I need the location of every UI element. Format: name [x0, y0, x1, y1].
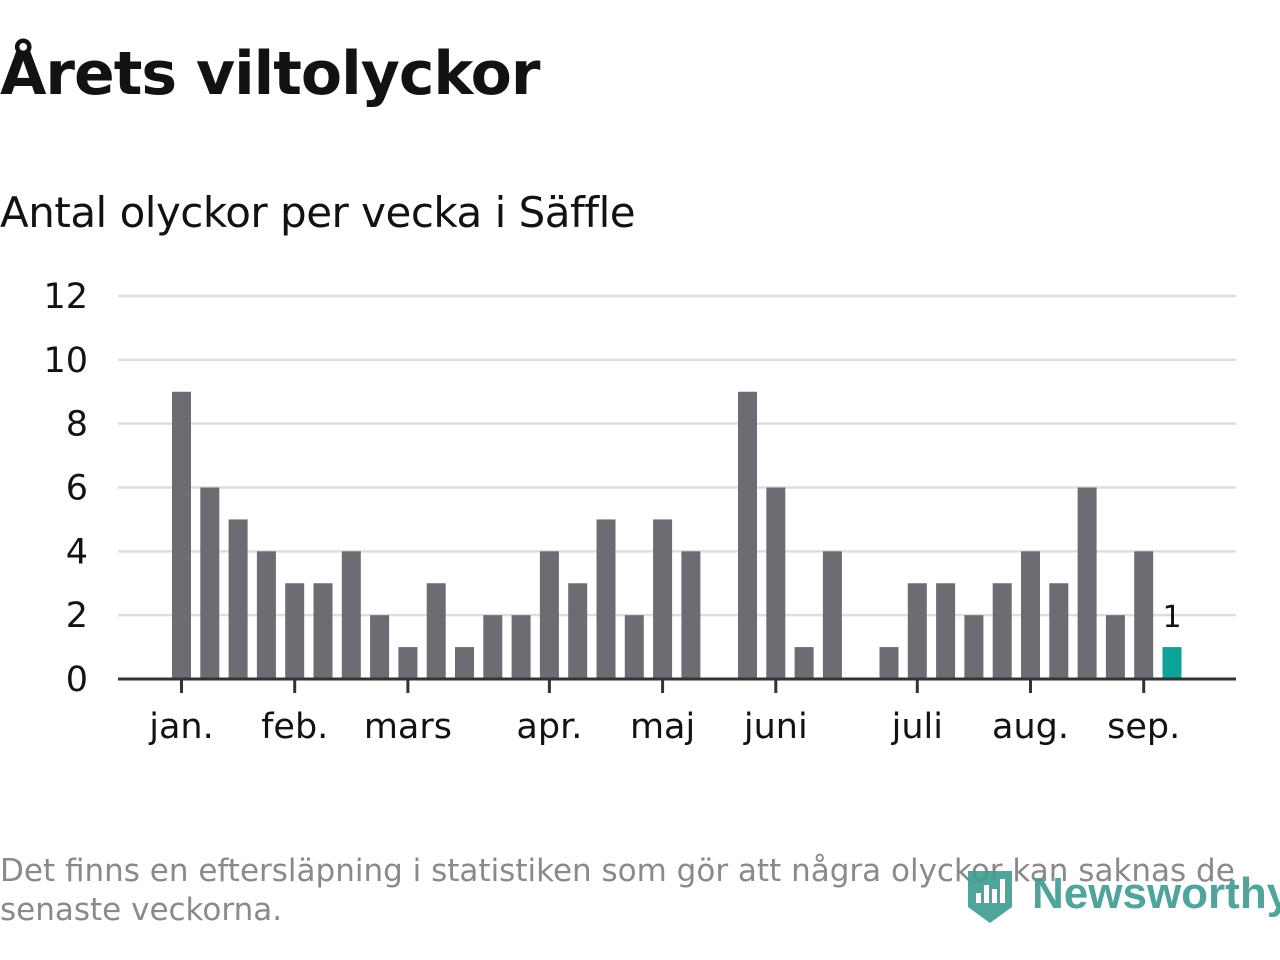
x-tick-label: juni [743, 707, 808, 747]
data-label: 1 [1162, 600, 1181, 635]
bar [172, 391, 191, 679]
bar [596, 519, 616, 679]
bar [398, 647, 418, 679]
x-tick-label: sep. [1107, 707, 1180, 747]
x-tick-label: aug. [992, 707, 1069, 747]
y-tick-label: 4 [66, 532, 88, 572]
bar [426, 583, 446, 679]
bar [483, 615, 503, 679]
bar [964, 615, 984, 679]
axes [118, 677, 1236, 693]
bar [1049, 583, 1069, 679]
newsworthy-logo-text: Newsworthy [1032, 869, 1280, 918]
bar [285, 583, 305, 679]
bar [907, 583, 927, 679]
y-tick-label: 0 [66, 660, 88, 700]
bar [1134, 551, 1154, 679]
bar [1021, 551, 1040, 679]
bar [313, 583, 333, 679]
bar [539, 551, 559, 679]
bar [200, 487, 220, 679]
newsworthy-logo: Newsworthy [964, 862, 1280, 926]
bar-chart: 0 2 4 6 8 10 12 jan. feb. mars apr. maj juni juli aug.… [43, 277, 1236, 747]
bar [568, 583, 588, 679]
bar [341, 551, 361, 679]
bar [455, 647, 474, 679]
bar [228, 519, 248, 679]
bar-latest [1162, 647, 1182, 679]
chart-title: Årets viltolyckor [0, 39, 540, 109]
newsworthy-logo-icon [968, 871, 1012, 923]
y-tick-label: 2 [66, 596, 88, 636]
bar [1105, 615, 1125, 679]
bar [511, 615, 531, 679]
bar [766, 487, 786, 679]
bar [1077, 487, 1097, 679]
bars [172, 391, 1182, 679]
footnote: Det finns en eftersläpning i statistiken… [0, 853, 1235, 928]
y-tick-label: 10 [43, 341, 88, 381]
x-tick-label: maj [630, 707, 695, 747]
x-tick-label: jan. [148, 707, 213, 747]
x-tick-label: apr. [516, 707, 582, 747]
bar [879, 647, 899, 679]
x-tick-label: mars [364, 707, 452, 747]
y-tick-label: 8 [66, 405, 88, 445]
labels: 0 2 4 6 8 10 12 jan. feb. mars apr. maj juni juli aug.… [43, 277, 1181, 747]
bar [936, 583, 956, 679]
bar [624, 615, 644, 679]
gridlines [118, 294, 1236, 617]
y-tick-label: 12 [43, 277, 88, 317]
x-tick-label: feb. [261, 707, 328, 747]
bar [738, 391, 757, 679]
x-tick-label: juli [891, 707, 943, 747]
bar [370, 615, 390, 679]
bar [794, 647, 814, 679]
bar [992, 583, 1012, 679]
bar [256, 551, 276, 679]
bar [822, 551, 842, 679]
bar [653, 519, 673, 679]
bar [681, 551, 701, 679]
y-tick-label: 6 [66, 469, 88, 509]
chart-subtitle: Antal olyckor per vecka i Säffle [0, 188, 636, 237]
